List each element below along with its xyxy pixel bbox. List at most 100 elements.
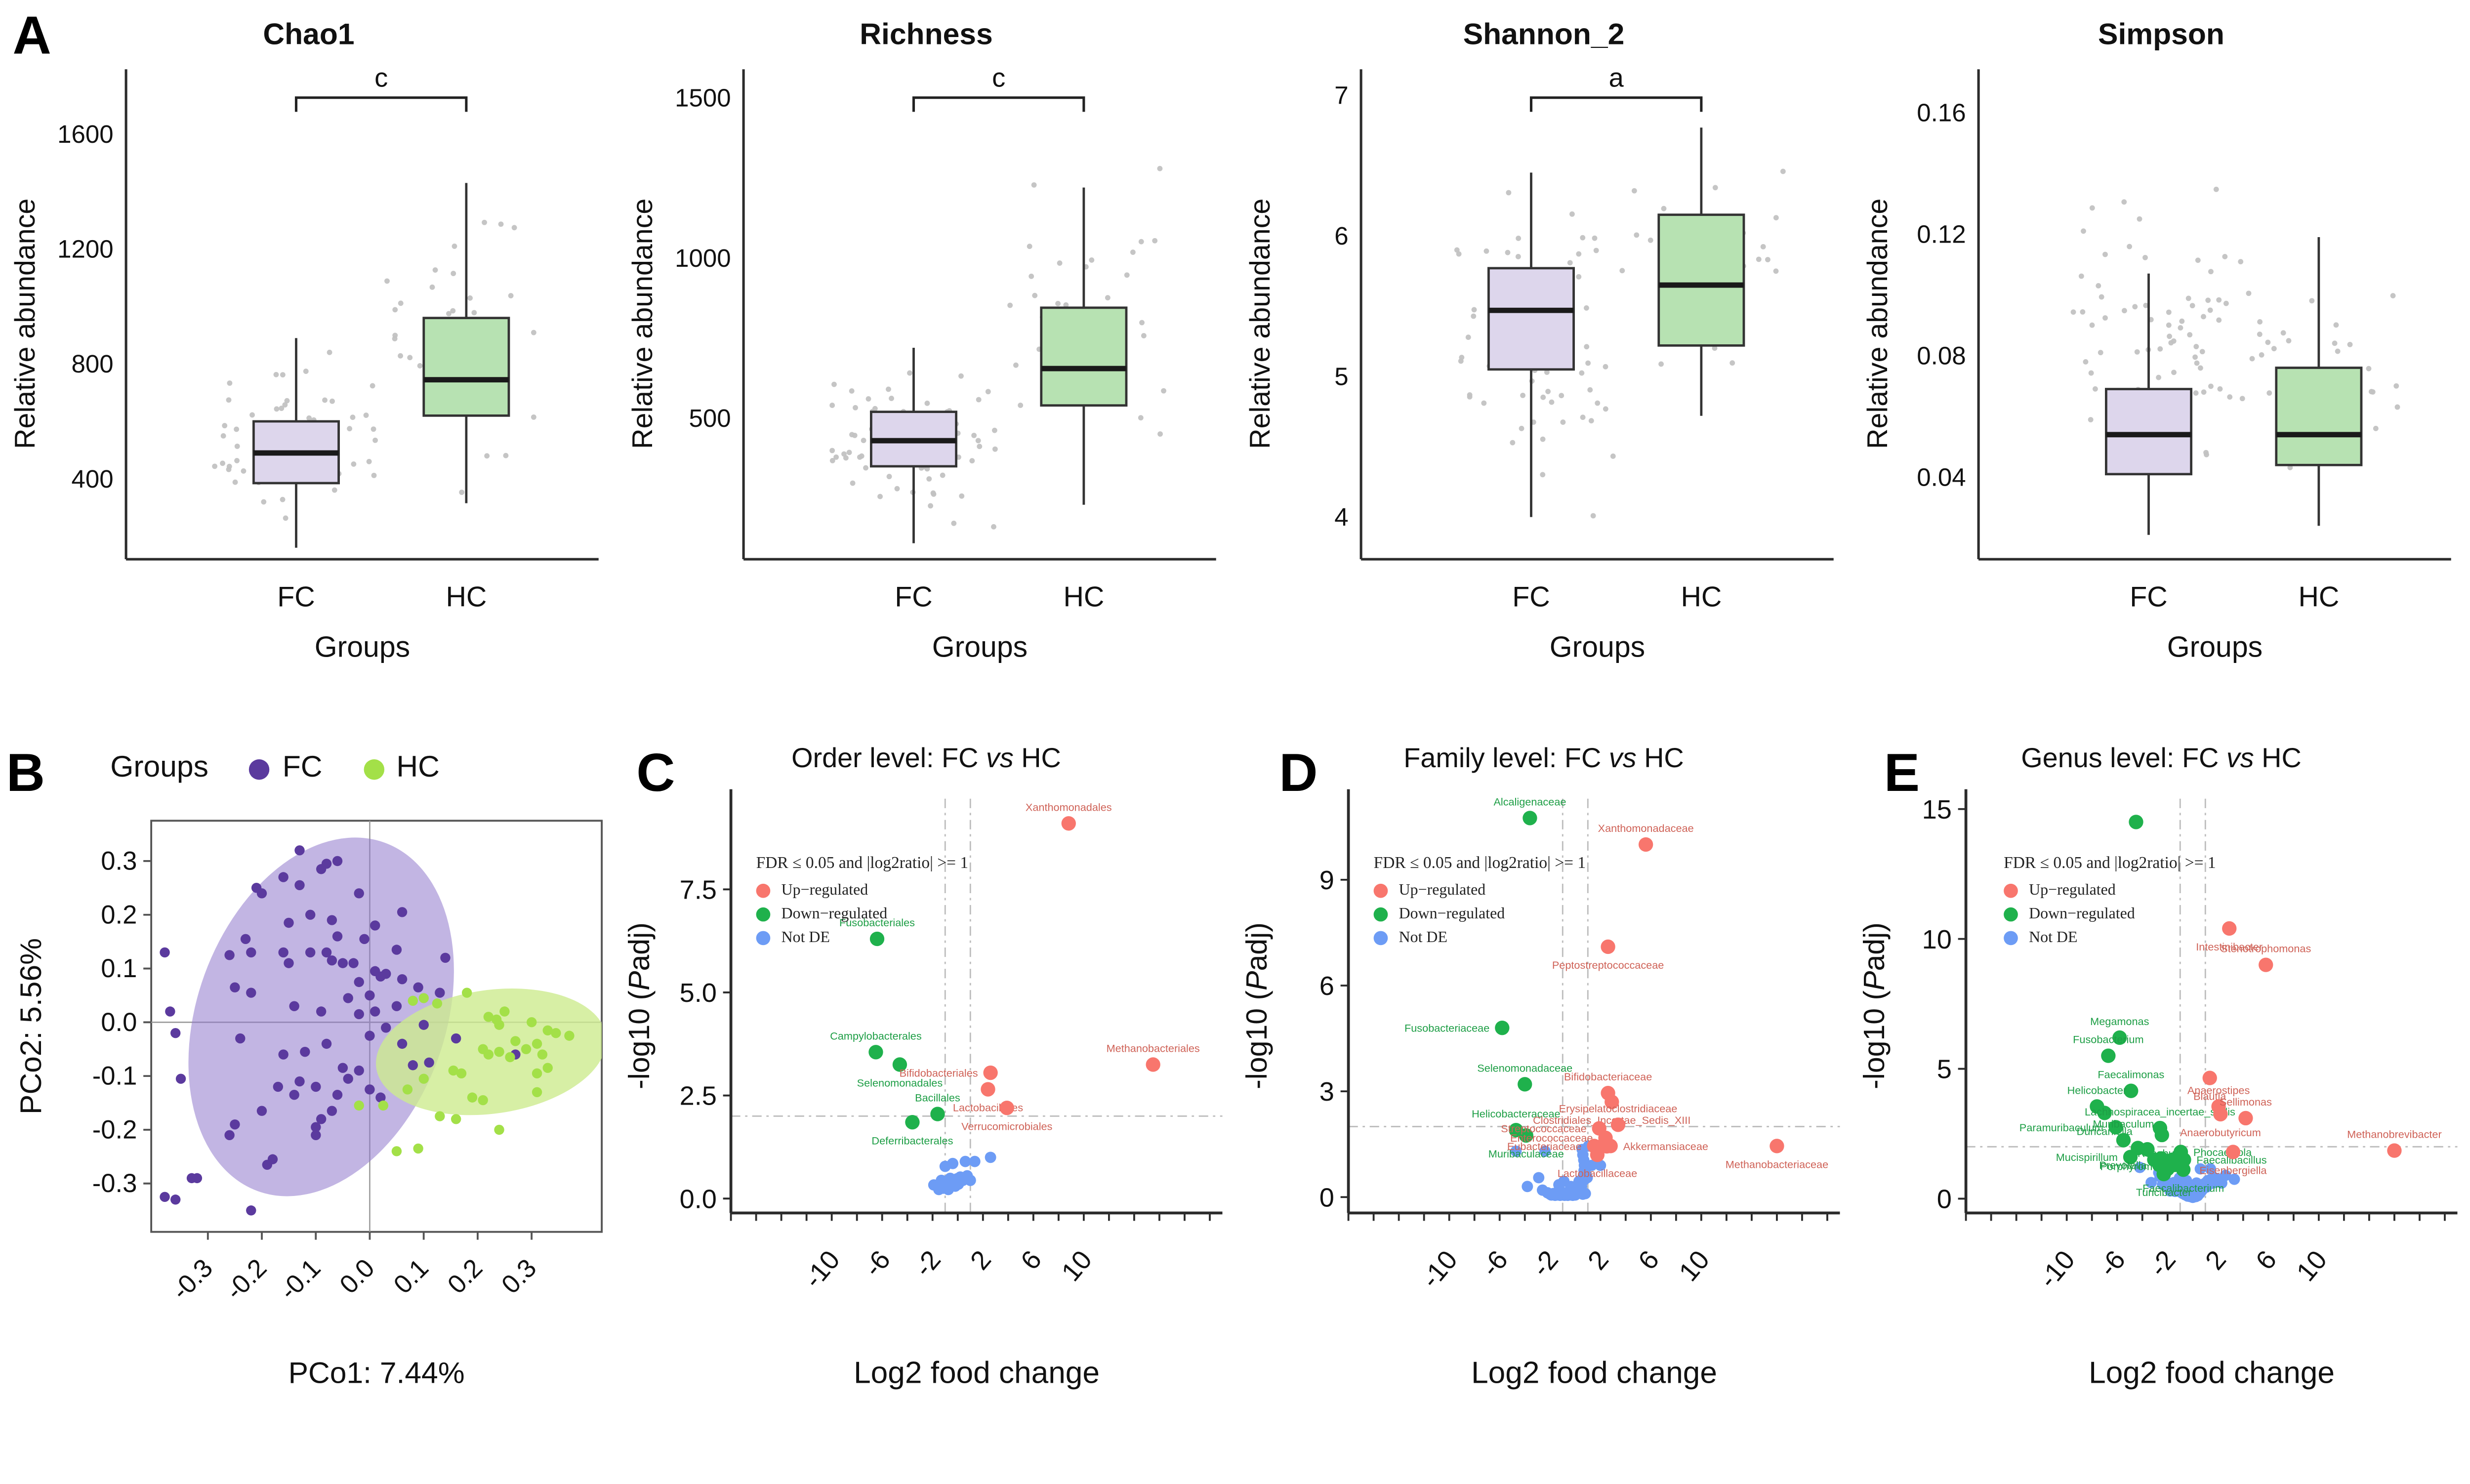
pcoa-legend-item-fc: FC (249, 751, 323, 786)
panel-volcano-family: Family level: FC vs HC FDR ≤ 0.05 and |l… (1235, 717, 1852, 1402)
taxon-label: Lachnospiracea_incertae_sedis (2085, 1106, 2235, 1118)
hc-label: HC (396, 751, 440, 785)
svg-text:1600: 1600 (57, 120, 114, 148)
svg-text:10: 10 (2291, 1245, 2333, 1287)
svg-text:-0.2: -0.2 (92, 1115, 137, 1144)
svg-text:9: 9 (1319, 866, 1334, 895)
box-fc (870, 347, 957, 543)
box-fc (1487, 172, 1575, 517)
svg-text:FC: FC (895, 581, 932, 613)
taxon-label: Turicibacter (2136, 1186, 2191, 1198)
svg-text:Groups: Groups (932, 631, 1028, 663)
svg-text:Log2 food change: Log2 food change (2089, 1356, 2335, 1390)
svg-text:4: 4 (1334, 503, 1348, 531)
svg-text:7.5: 7.5 (680, 875, 717, 905)
box-hc (2275, 237, 2363, 526)
svg-text:HC: HC (1063, 581, 1104, 613)
svg-text:FC: FC (277, 581, 315, 613)
svg-text:6: 6 (2250, 1245, 2282, 1276)
legend-down: Down−regulated (756, 906, 968, 923)
taxon-label: Anaerostipes (2187, 1084, 2250, 1096)
taxon-label: Akkermansiaceae (1623, 1140, 1708, 1153)
threshold-text: FDR ≤ 0.05 and |log2ratio| >= 1 (1373, 855, 1586, 873)
svg-text:1000: 1000 (675, 244, 731, 272)
svg-text:-0.3: -0.3 (92, 1169, 137, 1198)
panel-chao1: Chao1 400 800 1200 1600 c FC HC Groups Relative … (0, 0, 618, 717)
panel-richness: Richness 500 1000 1500 c FC HC Groups Relative … (618, 0, 1235, 717)
svg-text:PCo2: 5.56%: PCo2: 5.56% (14, 938, 47, 1114)
taxon-label: Xanthomonadaceae (1598, 822, 1694, 834)
svg-text:-6: -6 (1476, 1245, 1514, 1282)
svg-text:FC: FC (1512, 581, 1550, 613)
taxon-label: Sellimonas (2220, 1096, 2272, 1108)
svg-text:400: 400 (71, 465, 113, 493)
pcoa-legend-title: Groups (110, 751, 208, 785)
svg-text:0.16: 0.16 (1917, 98, 1966, 126)
svg-text:-2: -2 (908, 1245, 947, 1282)
svg-text:0.1: 0.1 (101, 954, 137, 983)
svg-text:Groups: Groups (315, 631, 410, 663)
box-hc (1657, 127, 1745, 416)
taxon-label: Enterococcaceae (1510, 1132, 1593, 1144)
panel-label-a: A (12, 6, 51, 66)
taxon-label: Xanthomonadales (1026, 801, 1112, 813)
svg-text:Relative abundance: Relative abundance (627, 199, 659, 449)
svg-text:2: 2 (1582, 1245, 1614, 1276)
svg-text:10: 10 (1673, 1245, 1715, 1287)
taxon-label: Eubacteriaceae (1507, 1140, 1582, 1153)
svg-text:-6: -6 (858, 1245, 896, 1282)
figure-canvas: A B C D E Chao1 400 800 1200 1600 c FC HC Group… (0, 0, 2470, 1402)
svg-text:0: 0 (1319, 1183, 1334, 1212)
svg-text:0.3: 0.3 (101, 846, 137, 875)
svg-text:Relative abundance: Relative abundance (1244, 199, 1276, 449)
svg-text:-log10 (Padj): -log10 (Padj) (623, 922, 656, 1089)
svg-text:Relative abundance: Relative abundance (1862, 199, 1894, 449)
box-hc (1040, 187, 1128, 505)
box-fc (252, 338, 340, 548)
svg-text:-10: -10 (798, 1245, 846, 1294)
svg-text:Log2 food change: Log2 food change (854, 1356, 1100, 1390)
svg-text:Groups: Groups (1550, 631, 1645, 663)
panel-volcano-genus: Genus level: FC vs HC FDR ≤ 0.05 and |lo… (1852, 717, 2470, 1402)
threshold-text: FDR ≤ 0.05 and |log2ratio| >= 1 (756, 855, 969, 873)
svg-text:2: 2 (965, 1245, 997, 1276)
panel-label-c: C (636, 743, 675, 804)
taxon-label: Fusobacterium (2073, 1033, 2143, 1046)
taxon-label: Faecalibacterium (2142, 1182, 2224, 1194)
svg-text:Relative abundance: Relative abundance (9, 199, 41, 449)
svg-text:-0.3: -0.3 (166, 1253, 218, 1306)
svg-text:0.2: 0.2 (101, 900, 137, 929)
taxon-label: Streptococcaceae (1501, 1122, 1586, 1135)
svg-text:-6: -6 (2093, 1245, 2131, 1282)
taxon-label: Megamonas (2090, 1015, 2149, 1028)
svg-text:-2: -2 (2143, 1245, 2182, 1282)
svg-text:15: 15 (1922, 795, 1952, 824)
svg-text:5: 5 (1937, 1055, 1952, 1084)
svg-text:6: 6 (1334, 222, 1348, 250)
taxon-label: Bifidobacteriales (900, 1067, 978, 1079)
chao1-title: Chao1 (263, 19, 355, 52)
svg-text:FC: FC (2130, 581, 2167, 613)
svg-text:6: 6 (1015, 1245, 1047, 1276)
svg-text:6: 6 (1633, 1245, 1665, 1276)
taxon-label: Phocaeicola (2193, 1146, 2252, 1158)
taxon-label: Muribaculum (2093, 1118, 2154, 1130)
panel-label-d: D (1279, 743, 1318, 804)
panel-label-b: B (6, 743, 45, 804)
family-title: Family level: FC vs HC (1403, 742, 1684, 774)
svg-text:0.0: 0.0 (334, 1253, 380, 1299)
svg-text:800: 800 (71, 350, 113, 378)
legend-notde: Not DE (1373, 929, 1586, 947)
panel-simpson: Simpson 0.04 0.08 0.12 0.16 FC HC Groups Relati… (1852, 0, 2470, 717)
legend-up: Up−regulated (1373, 882, 1586, 900)
taxon-label: Deferribacterales (871, 1134, 953, 1147)
svg-text:HC: HC (1681, 581, 1722, 613)
simpson-title: Simpson (2098, 19, 2224, 52)
legend-up: Up−regulated (756, 882, 968, 900)
svg-text:0.08: 0.08 (1917, 341, 1966, 370)
taxon-label: Anaerobutyricum (2180, 1126, 2261, 1139)
taxon-label: Lactobacillaceae (1558, 1167, 1637, 1179)
legend-down: Down−regulated (1373, 906, 1586, 923)
svg-text:PCo1: 7.44%: PCo1: 7.44% (288, 1356, 465, 1390)
fc-label: FC (282, 751, 323, 785)
